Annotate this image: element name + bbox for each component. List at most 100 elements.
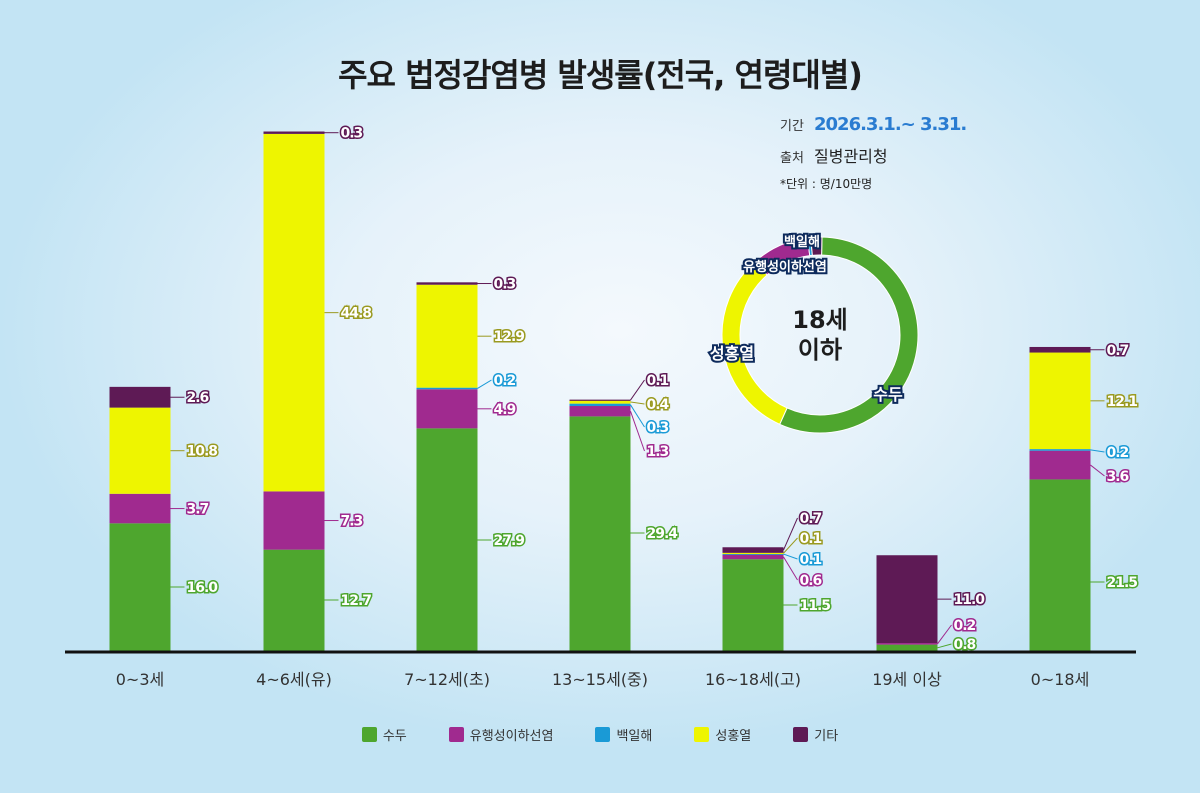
- bar-segment-0-3-mumps: [109, 493, 171, 524]
- legend-label: 유행성이하선염: [469, 729, 554, 744]
- legend-swatch-other: [793, 727, 809, 742]
- data-label-0-18-pertussis: 0.2: [1107, 445, 1129, 461]
- donut-center-line1: 18세: [792, 306, 848, 334]
- data-label-16-18-mumps: 0.6: [800, 573, 822, 589]
- data-label-4-6-chickenpox: 12.7: [341, 593, 372, 609]
- legend-item-other[interactable]: 기타: [793, 725, 838, 744]
- data-label-leader: [937, 643, 952, 649]
- data-label-0-3-other: 2.6: [187, 390, 209, 406]
- bar-segment-7-12-mumps: [416, 389, 478, 429]
- data-label-13-15-pertussis: 0.3: [647, 420, 669, 436]
- donut-center-line2: 이하: [797, 336, 843, 364]
- bar-segment-7-12-chickenpox: [416, 428, 478, 651]
- legend-swatch-scarlet-fever: [694, 727, 710, 742]
- legend-item-scarlet-fever[interactable]: 성홍열: [694, 725, 751, 744]
- data-label-leader: [783, 537, 798, 554]
- legend-swatch-pertussis: [595, 727, 611, 742]
- donut-center-label: 18세 이하: [760, 305, 880, 365]
- bar-segment-13-15-other: [569, 399, 631, 401]
- legend-label: 수두: [382, 729, 407, 744]
- data-label-leader: [630, 404, 645, 428]
- data-label-leader: [783, 553, 798, 560]
- x-tick-label-7-12: 7~12세(초): [404, 670, 490, 689]
- period-label: 기간: [780, 119, 804, 134]
- x-tick-label-0-3: 0~3세: [116, 670, 165, 689]
- bar-segment-16-18-scarlet-fever: [722, 552, 784, 555]
- bar-segment-4-6-chickenpox: [263, 549, 325, 651]
- data-label-0-18-scarlet-fever: 12.1: [1107, 394, 1138, 410]
- bar-segment-0-18-other: [1029, 346, 1091, 353]
- bar-segment-0-18-mumps: [1029, 450, 1091, 480]
- x-tick-label-0-18: 0~18세: [1031, 670, 1090, 689]
- data-label-4-6-other: 0.3: [341, 126, 363, 142]
- data-label-leader: [630, 379, 645, 401]
- x-tick-label-4-6: 4~6세(유): [256, 670, 332, 689]
- bar-segment-0-3-scarlet-fever: [109, 407, 171, 494]
- bar-segment-0-18-chickenpox: [1029, 479, 1091, 651]
- legend-item-chickenpox[interactable]: 수두: [361, 725, 407, 744]
- bar-segment-19-plus-other: [876, 555, 938, 644]
- data-label-13-15-chickenpox: 29.4: [647, 526, 679, 542]
- data-label-16-18-pertussis: 0.1: [800, 552, 822, 568]
- legend-label: 기타: [814, 729, 839, 744]
- data-label-0-18-mumps: 3.6: [1107, 469, 1129, 485]
- unit-note: *단위 : 명/10만명: [780, 177, 873, 191]
- data-label-leader: [630, 401, 645, 405]
- bar-segment-19-plus-mumps: [876, 643, 938, 645]
- data-label-7-12-other: 0.3: [494, 277, 516, 293]
- data-label-leader: [630, 411, 645, 452]
- bar-segment-13-15-mumps: [569, 406, 631, 417]
- bar-segment-4-6-scarlet-fever: [263, 133, 325, 492]
- bar-segment-7-12-pertussis: [416, 387, 478, 390]
- bar-segment-0-3-other: [109, 386, 171, 408]
- bar-segment-13-15-chickenpox: [569, 416, 631, 651]
- data-label-13-15-scarlet-fever: 0.4: [647, 397, 670, 413]
- data-label-4-6-mumps: 7.3: [341, 514, 363, 530]
- bar-segment-0-3-chickenpox: [109, 523, 171, 651]
- x-tick-label-16-18: 16~18세(고): [705, 670, 801, 689]
- data-label-leader: [1090, 449, 1105, 453]
- legend-item-mumps[interactable]: 유행성이하선염: [448, 725, 554, 744]
- data-label-19-plus-chickenpox: 0.8: [954, 637, 976, 653]
- data-label-leader: [1090, 464, 1105, 477]
- legend: 수두 유행성이하선염 백일해 성홍열 기타: [0, 725, 1200, 744]
- data-label-7-12-mumps: 4.9: [494, 402, 516, 418]
- bar-segment-13-15-scarlet-fever: [569, 400, 631, 404]
- bar-segment-0-18-scarlet-fever: [1029, 352, 1091, 450]
- legend-label: 백일해: [616, 729, 653, 744]
- data-label-0-18-other: 0.7: [1107, 343, 1129, 359]
- bar-segment-7-12-scarlet-fever: [416, 284, 478, 388]
- data-label-13-15-other: 0.1: [647, 373, 669, 389]
- legend-swatch-chickenpox: [361, 727, 377, 742]
- source-label: 출처: [780, 151, 804, 166]
- period-value: 2026.3.1.~ 3.31.: [814, 114, 967, 135]
- bar-segment-16-18-other: [722, 547, 784, 553]
- donut-label-chickenpox: 수두: [873, 385, 903, 404]
- data-label-0-3-scarlet-fever: 10.8: [187, 444, 218, 460]
- bar-segment-19-plus-chickenpox: [876, 644, 938, 651]
- legend-item-pertussis[interactable]: 백일해: [595, 725, 652, 744]
- donut-label-mumps: 유행성이하선염: [743, 259, 827, 275]
- bar-segment-4-6-mumps: [263, 491, 325, 550]
- donut-label-pertussis: 백일해: [784, 234, 820, 250]
- donut-label-scarlet-fever: 성홍열: [710, 344, 754, 363]
- bar-segment-16-18-pertussis: [722, 553, 784, 555]
- data-label-16-18-scarlet-fever: 0.1: [800, 531, 822, 547]
- source-value: 질병관리청: [814, 147, 888, 166]
- data-label-leader: [783, 517, 798, 551]
- data-label-leader: [477, 379, 492, 389]
- data-label-19-plus-other: 11.0: [954, 592, 986, 608]
- data-label-13-15-mumps: 1.3: [647, 444, 669, 460]
- chart-title: 주요 법정감염병 발생률(전국, 연령대별): [338, 56, 863, 94]
- data-label-leader: [937, 624, 952, 645]
- bar-segment-16-18-chickenpox: [722, 559, 784, 651]
- bar-segment-7-12-other: [416, 282, 478, 285]
- bar-segment-4-6-other: [263, 131, 325, 134]
- data-label-0-18-chickenpox: 21.5: [1107, 575, 1138, 591]
- donut-slice-other: [810, 236, 823, 256]
- data-label-0-3-mumps: 3.7: [187, 502, 209, 518]
- legend-swatch-mumps: [448, 727, 464, 742]
- data-label-leader: [783, 556, 798, 581]
- legend-label: 성홍열: [715, 729, 752, 744]
